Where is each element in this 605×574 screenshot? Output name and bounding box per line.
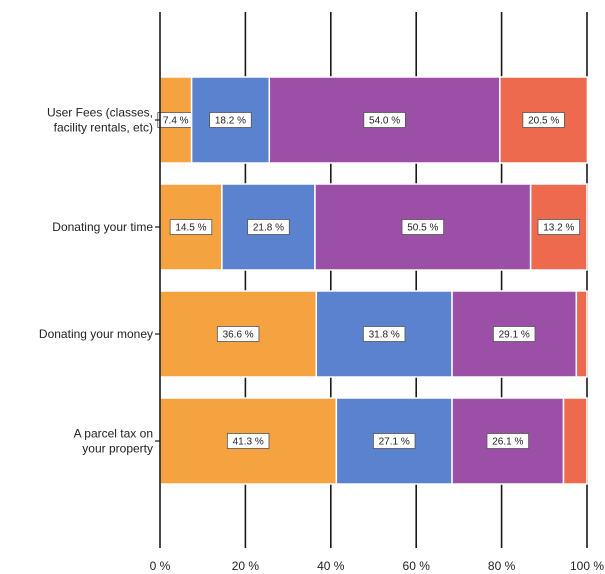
category-label: Donating your money	[39, 327, 153, 341]
bar-segment	[575, 290, 588, 378]
category-labels: User Fees (classes, facility rentals, etc…	[39, 106, 153, 456]
data-label-box	[401, 219, 445, 235]
category-label: Donating your time	[52, 220, 153, 234]
x-tick-labels: 0 % 20 % 40 % 60 % 80 % 100 %	[150, 559, 605, 573]
data-label: 41.3 %	[233, 437, 264, 448]
data-label-box	[486, 433, 529, 449]
category-label-line: Donating your time	[52, 220, 153, 234]
category-label-line: A parcel tax on	[74, 427, 153, 441]
data-label-box	[226, 433, 270, 449]
data-label: 26.1 %	[492, 437, 523, 448]
data-label-box	[537, 219, 581, 235]
data-label: 36.6 %	[223, 330, 254, 341]
data-label-box	[492, 326, 536, 342]
x-tick-label: 0 %	[150, 559, 171, 573]
data-label: 20.5 %	[528, 116, 559, 127]
data-label: 21.8 %	[253, 223, 284, 234]
x-tick-label: 40 %	[317, 559, 345, 573]
data-label: 31.8 %	[369, 330, 400, 341]
x-tick-label: 100 %	[570, 559, 604, 573]
data-label-box	[362, 326, 406, 342]
x-tick-label: 20 %	[232, 559, 260, 573]
data-label: 54.0 %	[369, 116, 400, 127]
bar-segment	[562, 397, 588, 485]
data-label: 27.1 %	[379, 437, 410, 448]
y-axis	[155, 12, 161, 548]
data-label-box	[209, 112, 252, 128]
data-label: 7.4 %	[163, 116, 189, 127]
category-label: A parcel tax on your property	[74, 427, 153, 456]
data-label: 29.1 %	[499, 330, 530, 341]
data-label-box	[522, 112, 565, 128]
data-label-box	[363, 112, 406, 128]
data-label: 14.5 %	[175, 223, 206, 234]
x-tick-label: 80 %	[488, 559, 516, 573]
data-label: 50.5 %	[407, 223, 438, 234]
category-label-line: your property	[82, 442, 153, 456]
bars: 7.4 % 18.2 % 54.0 % 20.5 % 14.5 % 21.8 % 50.5 …	[157, 76, 589, 485]
category-label-line: User Fees (classes,	[47, 106, 153, 120]
category-label: User Fees (classes, facility rentals, etc…	[47, 106, 153, 135]
category-label-line: Donating your money	[39, 327, 153, 341]
data-label: 13.2 %	[543, 223, 574, 234]
data-label-box	[373, 433, 416, 449]
data-label-box	[169, 219, 213, 235]
category-label-line: facility rentals, etc)	[54, 121, 153, 135]
data-label-box	[216, 326, 260, 342]
data-label-box	[247, 219, 290, 235]
bar-segment	[451, 397, 565, 485]
x-tick-label: 60 %	[403, 559, 431, 573]
data-label: 18.2 %	[215, 116, 246, 127]
